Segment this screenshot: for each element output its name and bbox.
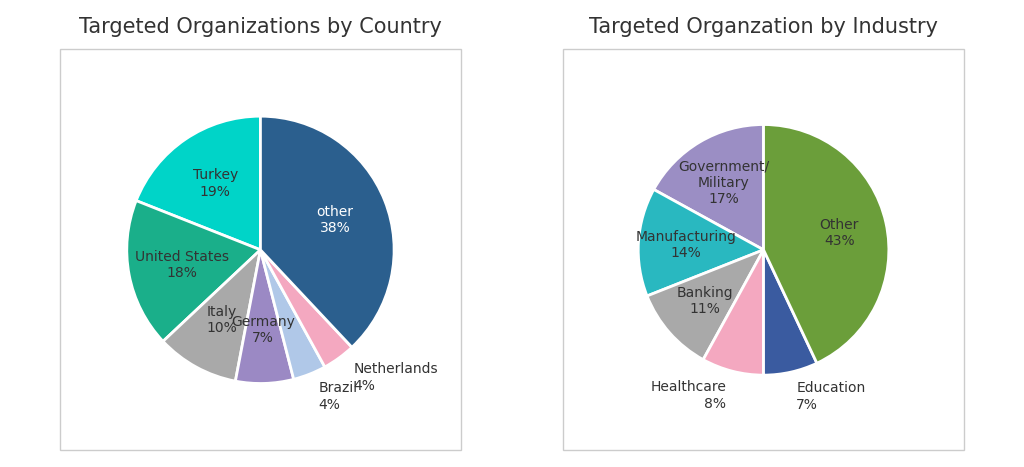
Wedge shape xyxy=(764,250,817,375)
Wedge shape xyxy=(260,116,394,347)
Wedge shape xyxy=(653,125,764,250)
Text: Banking
11%: Banking 11% xyxy=(677,286,733,316)
Wedge shape xyxy=(638,190,764,296)
Title: Targeted Organizations by Country: Targeted Organizations by Country xyxy=(79,17,442,37)
Wedge shape xyxy=(703,250,764,375)
Text: Brazil
4%: Brazil 4% xyxy=(318,382,357,411)
Wedge shape xyxy=(236,250,294,383)
Wedge shape xyxy=(260,250,325,379)
Text: United States
18%: United States 18% xyxy=(135,250,228,280)
Wedge shape xyxy=(260,250,352,367)
Text: Netherlands
4%: Netherlands 4% xyxy=(353,362,438,393)
Wedge shape xyxy=(127,201,260,341)
Text: Education
7%: Education 7% xyxy=(797,382,865,412)
Text: Government/
Military
17%: Government/ Military 17% xyxy=(679,160,770,206)
Text: Manufacturing
14%: Manufacturing 14% xyxy=(636,230,736,260)
Wedge shape xyxy=(764,125,889,363)
Bar xyxy=(60,50,461,450)
Text: Germany
7%: Germany 7% xyxy=(231,315,295,345)
Text: Healthcare
8%: Healthcare 8% xyxy=(650,381,726,410)
Text: Turkey
19%: Turkey 19% xyxy=(193,169,238,198)
Text: Italy
10%: Italy 10% xyxy=(207,305,238,335)
Text: other
38%: other 38% xyxy=(316,205,353,235)
Wedge shape xyxy=(136,116,260,250)
Wedge shape xyxy=(647,250,764,360)
Bar xyxy=(563,50,964,450)
Title: Targeted Organzation by Industry: Targeted Organzation by Industry xyxy=(589,17,938,37)
Wedge shape xyxy=(163,250,260,381)
Text: Other
43%: Other 43% xyxy=(819,218,859,248)
